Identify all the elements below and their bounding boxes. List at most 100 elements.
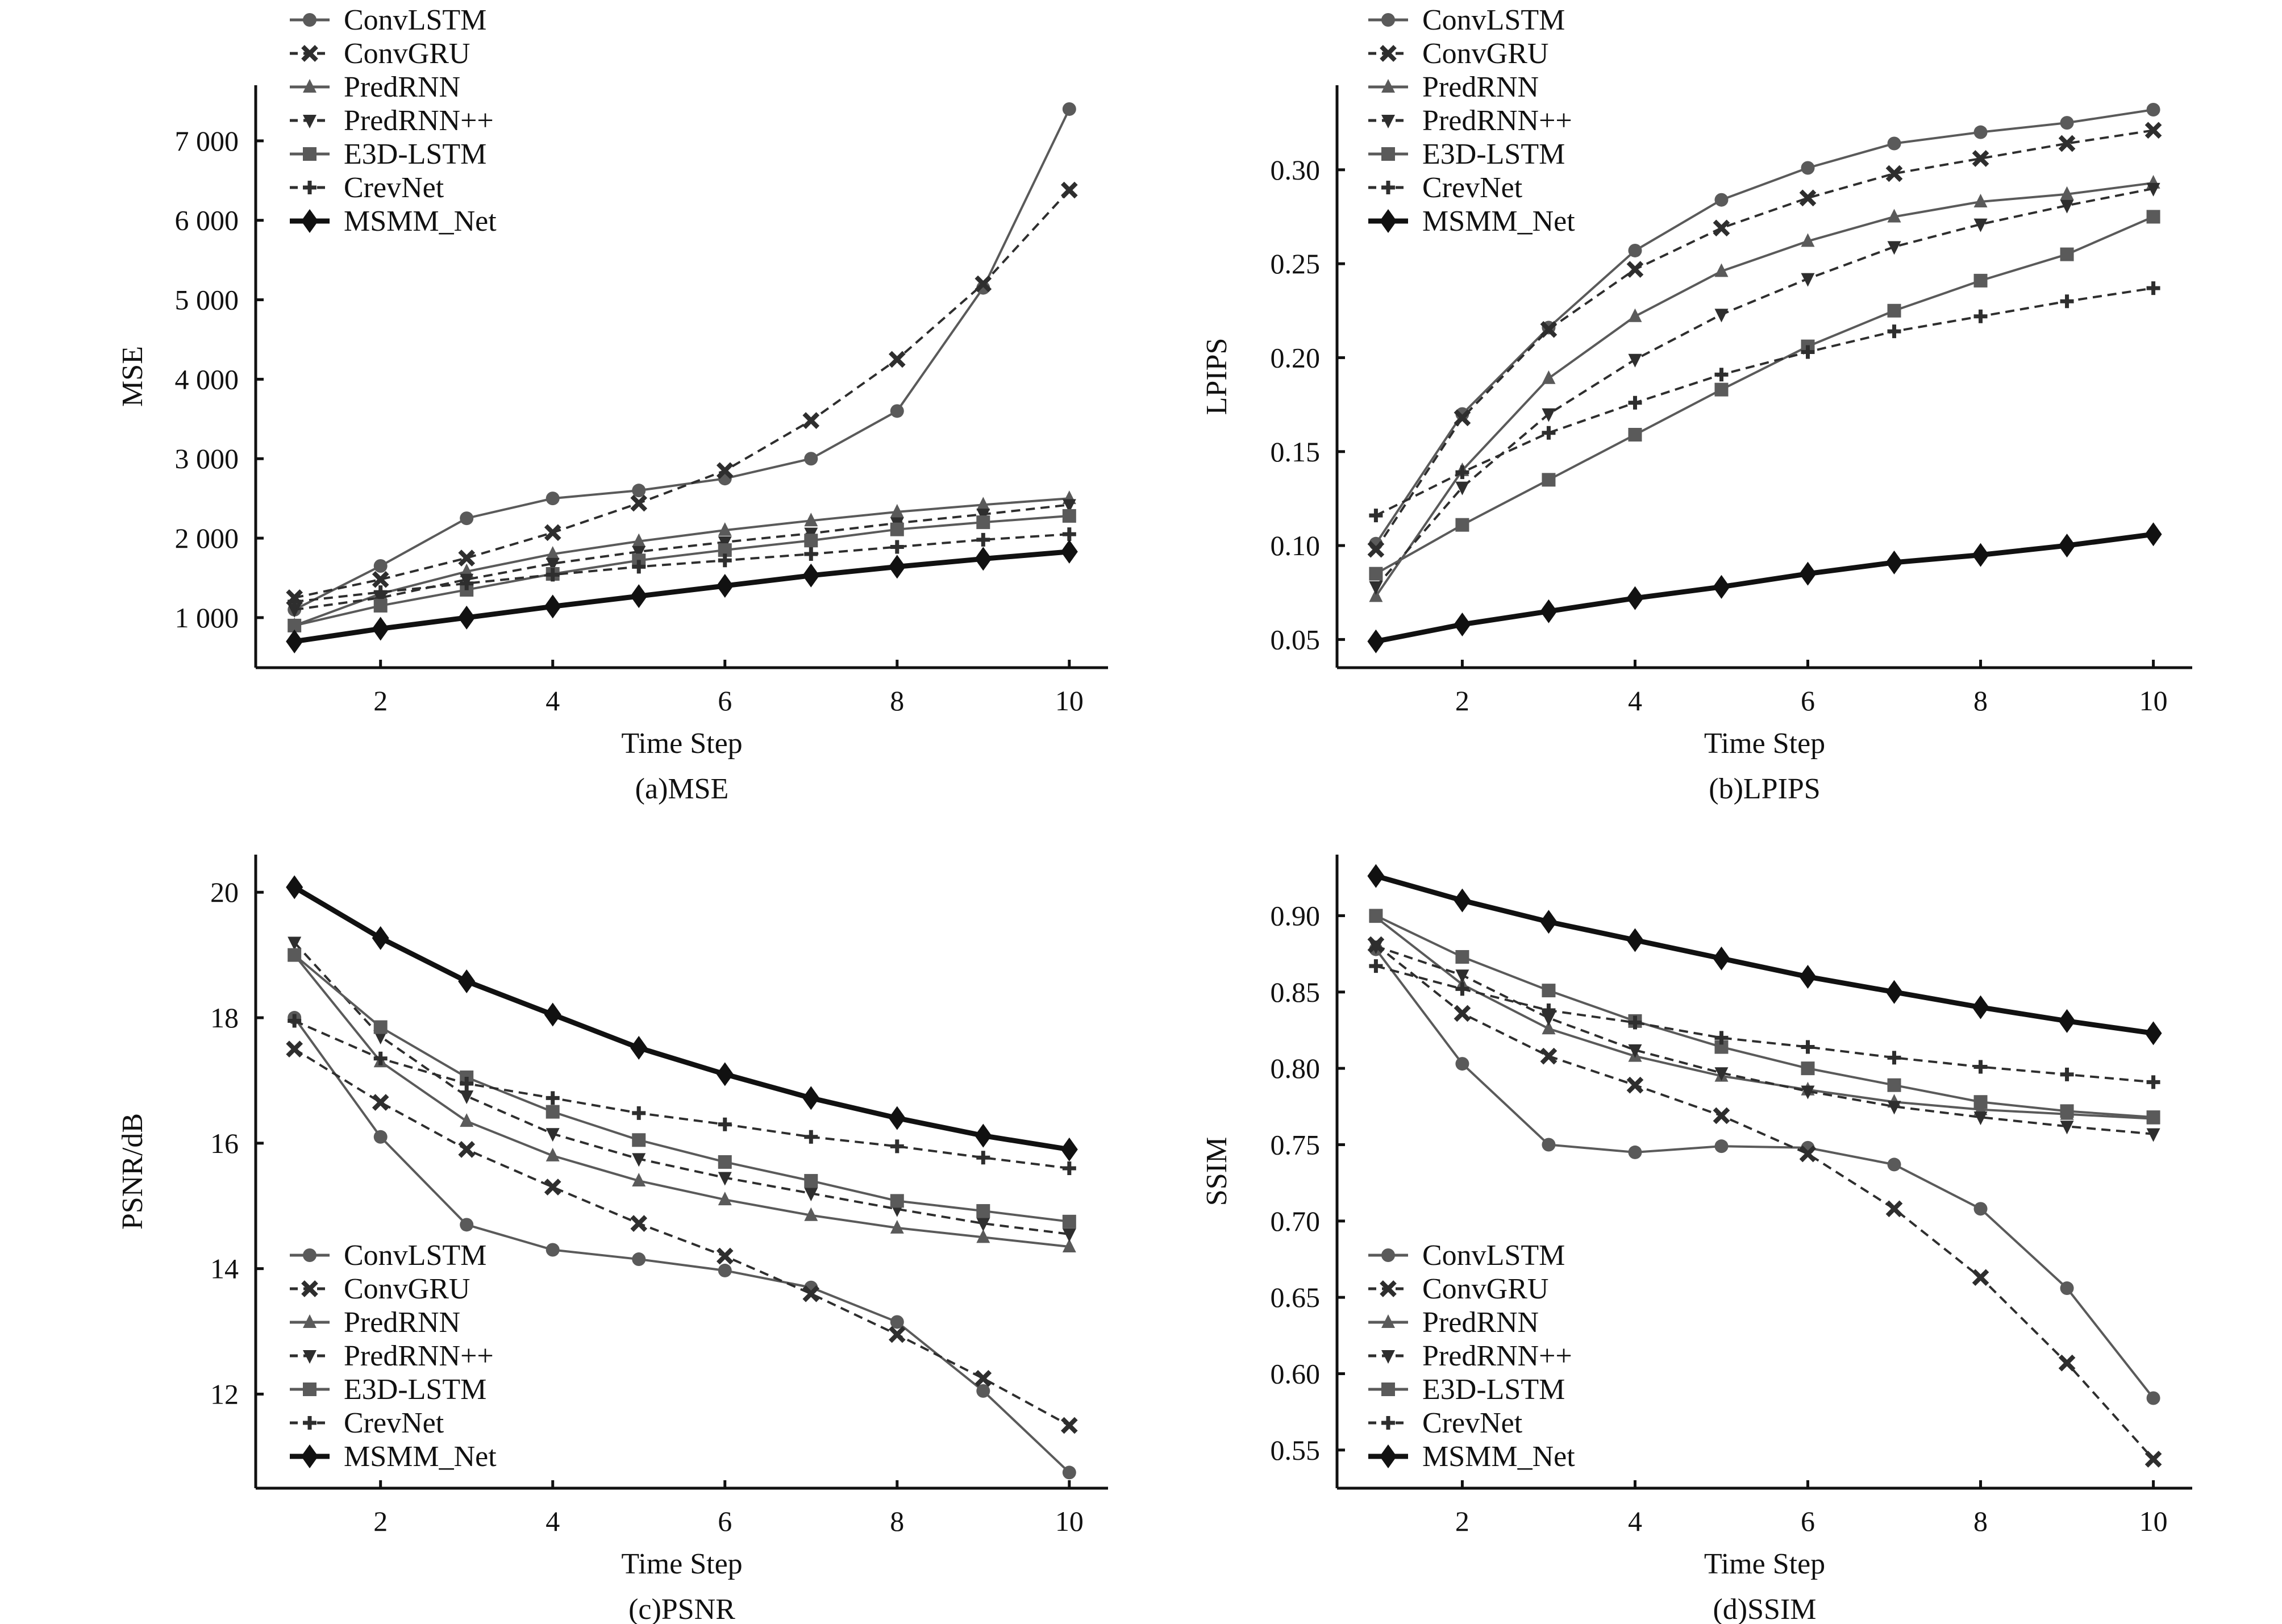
legend-label: ConvLSTM <box>344 1239 486 1272</box>
legend: ConvLSTMConvGRUPredRNNPredRNN++E3D-LSTMC… <box>290 1239 497 1473</box>
series-line-convlstm <box>294 109 1071 611</box>
data-point-crevnet <box>373 1051 388 1065</box>
x-tick-label: 4 <box>1628 1505 1642 1537</box>
legend-label: CrevNet <box>344 172 444 204</box>
data-point-convlstm <box>804 452 818 466</box>
x-tick-label: 8 <box>1973 1505 1988 1537</box>
data-point-crevnet <box>1369 509 1383 523</box>
data-point-predrnn <box>1714 263 1729 277</box>
data-point-msmm-net <box>1454 612 1471 636</box>
legend: ConvLSTMConvGRUPredRNNPredRNN++E3D-LSTMC… <box>1368 4 1575 238</box>
legend-marker-e3d-lstm-icon <box>303 147 317 161</box>
legend-item-convgru: ConvGRU <box>290 38 470 70</box>
data-point-convgru <box>1060 1417 1078 1434</box>
series-e3d-lstm <box>288 509 1076 632</box>
data-point-crevnet <box>1628 1015 1642 1030</box>
y-tick-label: 20 <box>210 876 239 908</box>
legend-item-msmm-net: MSMM_Net <box>290 205 497 238</box>
data-point-msmm-net <box>975 1123 992 1148</box>
y-tick-label: 18 <box>210 1002 239 1034</box>
data-point-predrnn <box>632 533 646 547</box>
legend-marker-crevnet-icon <box>1381 181 1395 194</box>
legend-item-convlstm: ConvLSTM <box>1368 1239 1565 1272</box>
y-tick-label: 0.80 <box>1271 1052 1321 1084</box>
data-point-crevnet <box>1887 324 1901 339</box>
legend-marker-predrnnplusplus-icon <box>1381 1350 1395 1364</box>
legend-label: PredRNN <box>1422 71 1539 103</box>
data-point-predrnn <box>718 522 732 536</box>
legend-label: MSMM_Net <box>1422 1440 1575 1473</box>
data-point-convlstm <box>1062 102 1076 116</box>
data-point-crevnet <box>890 540 904 554</box>
series-msmm-net <box>1367 864 2162 1046</box>
data-point-e3d-lstm <box>1887 1078 1901 1092</box>
data-point-predrnnplusplus <box>1973 218 1988 232</box>
data-point-crevnet <box>1062 1161 1076 1175</box>
data-point-convgru <box>888 351 906 368</box>
y-tick-label: 4 000 <box>175 363 239 395</box>
legend-item-crevnet: CrevNet <box>290 1407 444 1439</box>
data-point-predrnn <box>1542 1021 1556 1035</box>
chart-mse: 1 000 2 000 3 000 4 000 5 000 6 000 7 000 2 4 6 8 1… <box>116 4 1108 805</box>
data-point-msmm-net <box>802 563 820 588</box>
data-point-e3d-lstm <box>890 522 904 536</box>
data-point-predrnn <box>976 1229 990 1243</box>
data-point-convlstm <box>718 1263 732 1277</box>
legend-marker-predrnnplusplus-icon <box>303 1350 317 1364</box>
series-line-crevnet <box>1375 287 2154 517</box>
chart-caption: (b)LPIPS <box>1709 773 1820 805</box>
y-tick-label: 0.25 <box>1271 248 1321 280</box>
y-tick-label: 0.10 <box>1271 530 1321 561</box>
data-point-convgru <box>2144 1451 2162 1468</box>
data-point-predrnn <box>632 1173 646 1187</box>
data-point-predrnnplusplus <box>976 1218 990 1232</box>
series-line-convlstm <box>1375 948 2155 1399</box>
series-line-convgru <box>294 1048 1070 1427</box>
data-point-msmm-net <box>458 605 476 630</box>
data-point-predrnnplusplus <box>2060 199 2074 214</box>
legend-marker-msmm-net-icon <box>1380 209 1397 233</box>
data-point-convlstm <box>1714 1139 1729 1154</box>
data-point-convgru <box>2058 1354 2076 1372</box>
data-point-msmm-net <box>1626 928 1644 952</box>
data-point-msmm-net <box>1540 910 1558 934</box>
legend: ConvLSTMConvGRUPredRNNPredRNN++E3D-LSTMC… <box>290 4 497 238</box>
data-point-predrnnplusplus <box>1455 969 1469 984</box>
legend-marker-crevnet-icon <box>303 181 317 194</box>
legend-label: PredRNN <box>344 71 460 103</box>
y-tick-label: 0.05 <box>1271 623 1321 655</box>
legend-label: PredRNN++ <box>1422 105 1572 137</box>
data-point-crevnet <box>460 1076 474 1090</box>
legend-marker-predrnn-icon <box>1381 79 1395 93</box>
legend-label: ConvLSTM <box>1422 1239 1565 1272</box>
legend-item-convgru: ConvGRU <box>290 1273 470 1305</box>
series-line-e3d-lstm <box>293 954 1070 1223</box>
data-point-e3d-lstm <box>2146 210 2160 224</box>
data-point-predrnnplusplus <box>1887 241 1901 255</box>
legend-marker-predrnn-icon <box>1381 1314 1395 1328</box>
legend-item-predrnnplusplus: PredRNN++ <box>290 1340 494 1372</box>
data-point-predrnnplusplus <box>1455 481 1469 495</box>
data-point-convlstm <box>1628 1145 1642 1159</box>
data-point-convgru <box>975 1369 992 1387</box>
legend-marker-convlstm-icon <box>1381 1248 1395 1262</box>
legend-label: PredRNN++ <box>1422 1340 1572 1372</box>
series-line-predrnnplusplus <box>294 503 1070 611</box>
data-point-predrnn <box>718 1192 732 1206</box>
y-tick-label: 12 <box>210 1378 239 1410</box>
legend-item-crevnet: CrevNet <box>290 172 444 204</box>
data-point-predrnnplusplus <box>1542 1012 1556 1026</box>
data-point-e3d-lstm <box>2146 1110 2160 1125</box>
data-point-e3d-lstm <box>1714 382 1729 397</box>
series-crevnet <box>1369 959 2160 1089</box>
legend-label: ConvGRU <box>344 1273 470 1305</box>
legend-label: PredRNN <box>1422 1306 1539 1339</box>
data-point-convgru <box>716 1247 734 1265</box>
data-point-convlstm <box>890 1315 904 1329</box>
data-point-msmm-net <box>975 547 992 571</box>
data-point-predrnn <box>1062 1238 1076 1252</box>
data-point-crevnet <box>1801 345 1815 359</box>
data-point-crevnet <box>1628 395 1642 410</box>
chart-caption: (c)PSNR <box>628 1593 735 1624</box>
data-point-predrnnplusplus <box>1369 581 1383 595</box>
